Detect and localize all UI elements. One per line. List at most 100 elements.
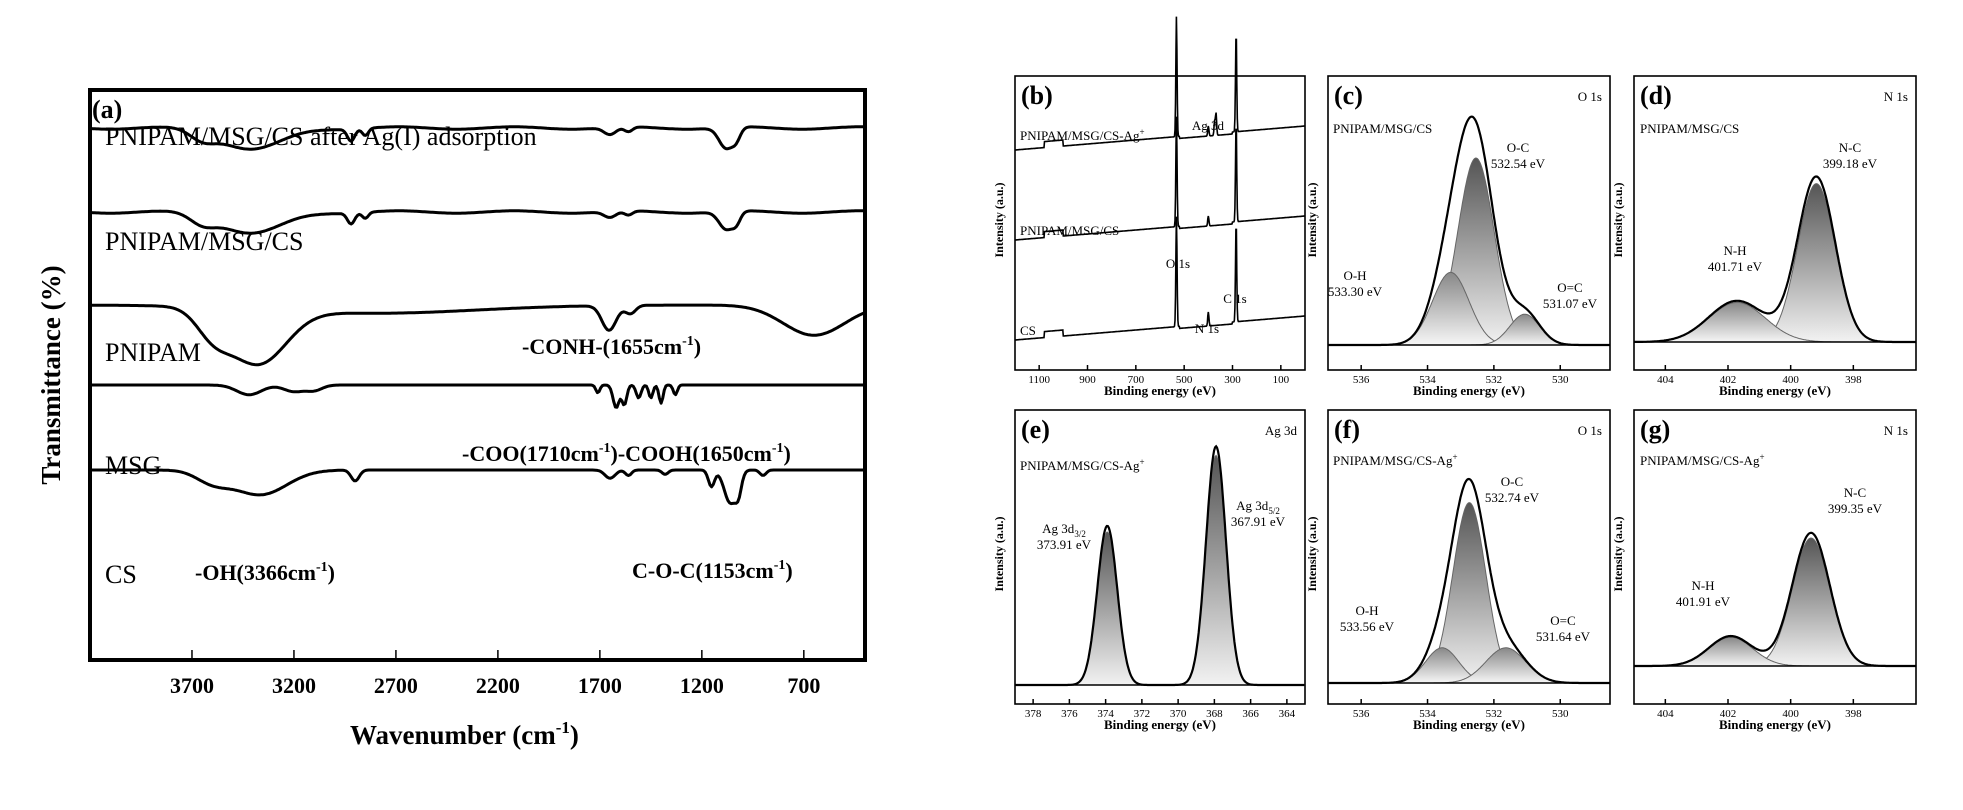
y-label-c: Intensity (a.u.) (1305, 182, 1319, 257)
x-tick-label-c: 532 (1486, 374, 1503, 386)
trace-label-ag: PNIPAM/MSG/CS after Ag(I) adsorption (105, 122, 537, 151)
x-tick-label-g: 398 (1845, 708, 1862, 720)
region-label-e: Ag 3d (1265, 423, 1298, 438)
x-tick-label-d: 400 (1782, 374, 1799, 386)
x-tick-label-e: 366 (1242, 708, 1259, 720)
ftir-panel-tag: (a) (92, 95, 122, 124)
ftir-x-tick-label: 1200 (680, 673, 724, 698)
x-tick-label-c: 534 (1419, 374, 1436, 386)
ftir-panel: (a) PNIPAM/MSG/CS after Ag(I) adsorption… (36, 88, 867, 750)
x-tick-label-c: 536 (1353, 374, 1370, 386)
component-peak-e-1 (1015, 454, 1305, 686)
trace-pnipam (90, 303, 866, 367)
region-label-c: O 1s (1578, 89, 1602, 104)
peak-name-f-2: O=C (1550, 613, 1575, 628)
survey-trace-cs (1015, 216, 1305, 341)
x-tick-label-d: 398 (1845, 374, 1862, 386)
peak-name-g-0: N-C (1844, 485, 1866, 500)
panel-tag-b: (b) (1021, 81, 1053, 110)
ftir-x-tick-label: 700 (787, 673, 820, 698)
peak-name-f-0: O-C (1501, 474, 1523, 489)
panel-tag-g: (g) (1640, 415, 1670, 444)
ftir-x-tick-label: 1700 (578, 673, 622, 698)
x-tick-label-e: 370 (1170, 708, 1187, 720)
peak-name-g-1: N-H (1691, 578, 1714, 593)
x-tick-label-e: 372 (1134, 708, 1151, 720)
x-label-b: Binding energy (eV) (1104, 383, 1216, 398)
envelope-curve-d (1634, 175, 1916, 344)
component-peak-d-1 (1633, 301, 1916, 343)
ftir-x-ticks: 3700 3200 2700 2200 1700 1200 700 (170, 650, 820, 698)
peak-ev-e-0: 373.91 eV (1037, 537, 1092, 552)
x-tick-label-b: 900 (1079, 374, 1096, 386)
x-label-e: Binding energy (eV) (1104, 717, 1216, 732)
x-tick-label-b: 300 (1224, 374, 1241, 386)
y-label-d: Intensity (a.u.) (1611, 182, 1625, 257)
peak-ev-d-1: 401.71 eV (1708, 259, 1763, 274)
y-label-e: Intensity (a.u.) (992, 516, 1006, 591)
peak-ev-f-2: 531.64 eV (1536, 629, 1591, 644)
xps-panel-e: (e) Binding energy (eV) Intensity (a.u.) 37… (992, 409, 1306, 732)
ftir-x-tick-label: 3700 (170, 673, 214, 698)
sample-label-f: PNIPAM/MSG/CS-Ag+ (1333, 452, 1458, 468)
x-tick-label-f: 536 (1353, 708, 1370, 720)
ftir-y-label: Transmittance (%) (36, 265, 66, 484)
envelope-curve-g (1634, 531, 1916, 668)
survey-peak-n1s: N 1s (1195, 321, 1219, 336)
x-tick-label-e: 376 (1061, 708, 1078, 720)
xps-frame-b (1014, 75, 1306, 371)
y-label-f: Intensity (a.u.) (1305, 516, 1319, 591)
xps-frame-g (1633, 409, 1917, 705)
peak-ev-g-1: 401.91 eV (1676, 594, 1731, 609)
x-tick-label-f: 532 (1486, 708, 1503, 720)
annotation-coc: C-O-C(1153cm-1) (632, 558, 793, 583)
x-tick-label-b: 1100 (1028, 374, 1050, 386)
x-tick-label-b: 500 (1176, 374, 1193, 386)
panel-tag-f: (f) (1334, 415, 1360, 444)
x-tick-label-g: 404 (1657, 708, 1674, 720)
ftir-x-tick-label: 2700 (374, 673, 418, 698)
x-label-d: Binding energy (eV) (1719, 383, 1831, 398)
x-tick-label-d: 404 (1657, 374, 1674, 386)
trace-label-pnipam: PNIPAM (105, 338, 201, 367)
x-label-g: Binding energy (eV) (1719, 717, 1831, 732)
x-tick-label-g: 400 (1782, 708, 1799, 720)
trace-pnipam-msg-cs (89, 209, 865, 235)
peak-ev-d-0: 399.18 eV (1823, 156, 1878, 171)
peak-ev-f-0: 532.74 eV (1485, 490, 1540, 505)
panel-tag-c: (c) (1334, 81, 1363, 110)
xps-panels: (b) Binding energy (eV) Intensity (a.u.) 11… (992, 16, 1917, 732)
region-label-f: O 1s (1578, 423, 1602, 438)
peak-name-e-1: Ag 3d5/2 (1236, 498, 1280, 516)
peak-name-e-0: Ag 3d3/2 (1042, 521, 1086, 539)
x-tick-label-b: 100 (1273, 374, 1290, 386)
peak-ev-c-1: 533.30 eV (1328, 284, 1383, 299)
peak-name-c-0: O-C (1507, 140, 1529, 155)
peak-ev-e-1: 367.91 eV (1231, 514, 1286, 529)
survey-peak-ag3d: Ag 3d (1192, 118, 1225, 133)
x-tick-label-b: 700 (1128, 374, 1145, 386)
xps-frame-f (1327, 409, 1611, 705)
trace-cs (90, 468, 865, 506)
ftir-frame (88, 88, 867, 662)
ftir-traces (89, 125, 866, 506)
survey-peak-o1s: O 1s (1166, 256, 1190, 271)
xps-panel-b: (b) Binding energy (eV) Intensity (a.u.) 11… (992, 16, 1306, 398)
y-label-b: Intensity (a.u.) (992, 182, 1006, 257)
ftir-x-label: Wavenumber (cm-1) (350, 718, 579, 750)
component-peak-d-0 (1634, 183, 1916, 343)
annotation-coo-cooh: -COO(1710cm-1)-COOH(1650cm-1) (462, 441, 791, 466)
x-tick-label-c: 530 (1552, 374, 1569, 386)
survey-label-cs: CS (1020, 323, 1036, 338)
xps-panel-g: (g) Binding energy (eV) Intensity (a.u.) 40… (1611, 409, 1917, 732)
peak-ev-g-0: 399.35 eV (1828, 501, 1883, 516)
trace-ag (89, 125, 865, 151)
xps-frame-e (1014, 409, 1306, 705)
x-tick-label-e: 378 (1025, 708, 1042, 720)
y-label-g: Intensity (a.u.) (1611, 516, 1625, 591)
region-label-g: N 1s (1884, 423, 1908, 438)
x-tick-label-d: 402 (1720, 374, 1737, 386)
ftir-x-tick-label: 2200 (476, 673, 520, 698)
trace-label-pnipam-msg-cs: PNIPAM/MSG/CS (105, 227, 303, 256)
